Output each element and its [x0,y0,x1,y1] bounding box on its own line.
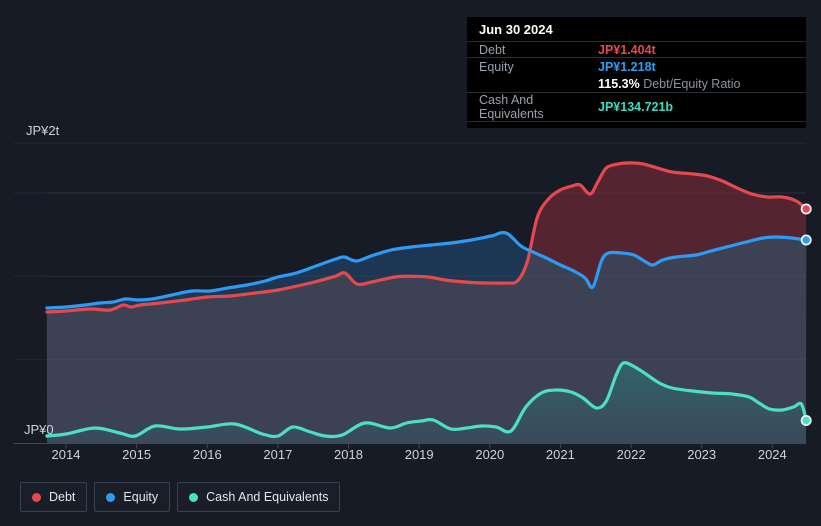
debt-line [45,161,808,314]
legend-item-debt[interactable]: Debt [20,482,88,512]
equity-line [45,230,808,310]
x-tick-label: 2016 [192,447,222,462]
cash-endpoint-marker [800,414,812,426]
tooltip-debt-value: JP¥1.404t [598,42,656,57]
x-tick-label: 2014 [51,447,81,462]
x-tick-label: 2020 [475,447,505,462]
tooltip-ratio-row: 115.3% Debt/Equity Ratio [467,75,806,93]
x-tick-label: 2021 [545,447,575,462]
y-axis-max-label: JP¥2t [26,123,60,138]
tooltip-cash-value: JP¥134.721b [598,100,674,114]
x-tick-label: 2018 [334,447,363,462]
legend-item-equity[interactable]: Equity [94,482,171,512]
x-tick-label: 2017 [263,447,293,462]
cash-area [46,362,807,443]
chart-tooltip: Jun 30 2024 Debt JP¥1.404t Equity JP¥1.2… [467,17,806,128]
tooltip-equity-label: Equity [479,59,514,74]
legend-debt-label: Debt [49,490,76,504]
chart-legend: Debt Equity Cash And Equivalents [20,482,341,512]
tooltip-cash-row: Cash And Equivalents JP¥134.721b [467,93,806,122]
y-axis-zero-label: JP¥0 [24,422,54,437]
tooltip-ratio-value: 115.3% [598,76,640,91]
x-tick-label: 2022 [616,447,646,462]
legend-equity-label: Equity [123,490,159,504]
legend-item-cash[interactable]: Cash And Equivalents [177,482,341,512]
legend-cash-label: Cash And Equivalents [206,490,329,504]
x-tick-label: 2024 [757,447,787,462]
tooltip-debt-label: Debt [479,42,506,57]
tooltip-equity-value: JP¥1.218t [598,59,656,74]
equity-color-dot [106,492,116,502]
tooltip-ratio-label: Debt/Equity Ratio [643,76,741,91]
tooltip-cash-label: Cash And Equivalents [479,93,544,121]
debt-endpoint-marker [800,203,812,215]
equity-endpoint-marker [800,234,812,246]
x-tick-label: 2015 [122,447,152,462]
tooltip-date: Jun 30 2024 [467,17,806,42]
x-tick-label: 2019 [404,447,434,462]
tooltip-debt-row: Debt JP¥1.404t [467,42,806,58]
cash-line [45,360,808,439]
tooltip-equity-row: Equity JP¥1.218t [467,58,806,75]
cash-color-dot [189,492,199,502]
x-tick-label: 2023 [687,447,717,462]
debt-color-dot [32,492,41,502]
